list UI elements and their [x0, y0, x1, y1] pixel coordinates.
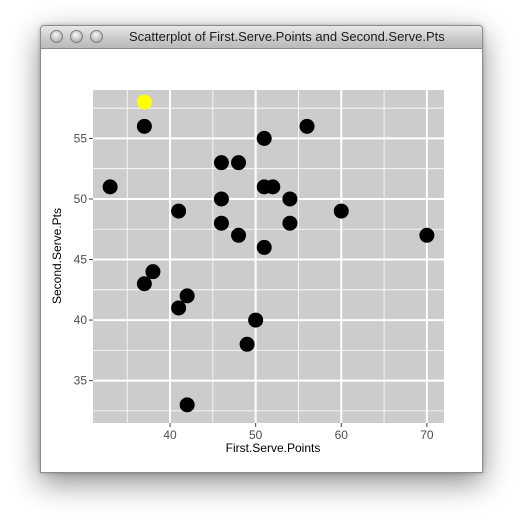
- data-point[interactable]: [239, 336, 255, 352]
- zoom-icon[interactable]: [90, 30, 103, 43]
- data-points: [102, 94, 435, 413]
- y-axis-label: Second.Serve.Pts: [50, 208, 64, 304]
- data-point[interactable]: [213, 191, 229, 207]
- plot-area: 40 50 60 70 35 40 45 50 55 First.Serve.Points Se…: [41, 49, 482, 472]
- data-point[interactable]: [231, 227, 247, 243]
- x-tick-label: 50: [249, 428, 263, 442]
- data-point[interactable]: [213, 215, 229, 231]
- data-point[interactable]: [282, 215, 298, 231]
- y-tick-label: 50: [74, 192, 88, 206]
- data-point[interactable]: [282, 191, 298, 207]
- data-point[interactable]: [171, 300, 187, 316]
- data-point[interactable]: [299, 118, 315, 134]
- title-bar[interactable]: Scatterplot of First.Serve.Points and Se…: [41, 26, 482, 49]
- data-point[interactable]: [179, 288, 195, 304]
- data-point[interactable]: [145, 264, 161, 280]
- x-axis-label: First.Serve.Points: [226, 441, 321, 455]
- data-point[interactable]: [419, 227, 435, 243]
- data-point[interactable]: [213, 155, 229, 171]
- minimize-icon[interactable]: [70, 30, 83, 43]
- data-point[interactable]: [265, 179, 281, 195]
- axis-ticks: 40 50 60 70 35 40 45 50 55: [74, 131, 434, 442]
- data-point[interactable]: [171, 203, 187, 219]
- plot-window: Scatterplot of First.Serve.Points and Se…: [40, 25, 483, 473]
- data-point[interactable]: [136, 276, 152, 292]
- y-tick-label: 35: [74, 374, 88, 388]
- close-icon[interactable]: [50, 30, 63, 43]
- x-tick-label: 60: [335, 428, 349, 442]
- data-point[interactable]: [136, 118, 152, 134]
- data-point[interactable]: [256, 130, 272, 146]
- data-point[interactable]: [333, 203, 349, 219]
- data-point[interactable]: [248, 312, 264, 328]
- data-point[interactable]: [179, 397, 195, 413]
- y-tick-label: 55: [74, 131, 88, 145]
- y-tick-label: 45: [74, 253, 88, 267]
- x-tick-label: 40: [163, 428, 177, 442]
- data-point[interactable]: [256, 239, 272, 255]
- window-title: Scatterplot of First.Serve.Points and Se…: [129, 29, 445, 44]
- scatterplot: 40 50 60 70 35 40 45 50 55 First.Serve.Points Se…: [50, 90, 444, 455]
- y-tick-label: 40: [74, 313, 88, 327]
- data-point[interactable]: [102, 179, 118, 195]
- plot-panel: [93, 90, 444, 423]
- highlighted-data-point[interactable]: [136, 94, 152, 110]
- minor-gridlines: [93, 90, 444, 423]
- x-tick-label: 70: [420, 428, 434, 442]
- data-point[interactable]: [231, 155, 247, 171]
